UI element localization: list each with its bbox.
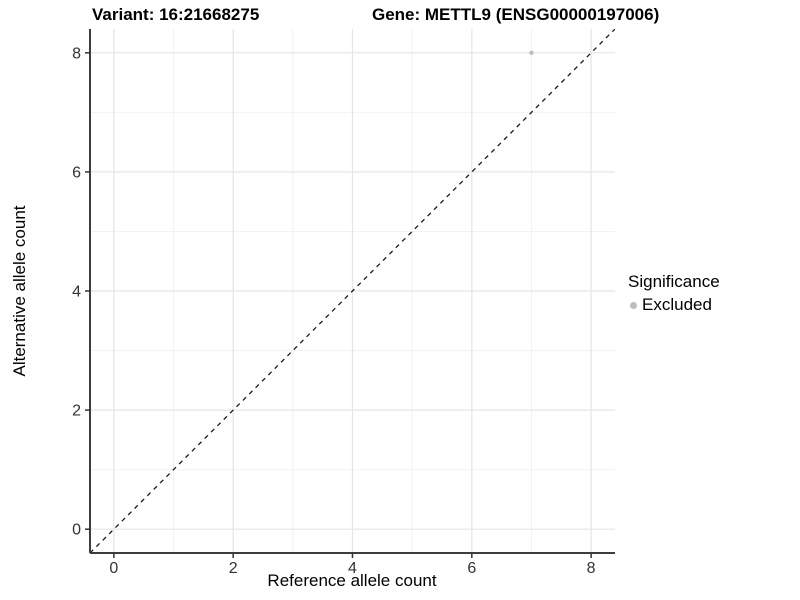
- x-tick-label: 2: [229, 560, 238, 577]
- y-tick-label: 4: [72, 284, 81, 301]
- y-tick-label: 6: [72, 164, 81, 181]
- x-tick-label: 4: [348, 560, 357, 577]
- legend-item-label: Excluded: [642, 295, 712, 314]
- y-tick-label: 2: [72, 403, 81, 420]
- plot-title-variant: Variant: 16:21668275: [92, 5, 260, 24]
- x-axis-title: Reference allele count: [267, 571, 437, 590]
- x-tick-label: 6: [467, 560, 476, 577]
- legend: Significance Excluded: [628, 272, 720, 315]
- y-axis-title: Alternative allele count: [10, 205, 29, 377]
- y-tick-label: 0: [72, 522, 81, 539]
- x-tick-label: 8: [587, 560, 596, 577]
- legend-title: Significance: [628, 272, 720, 291]
- x-tick-label: 0: [109, 560, 118, 577]
- legend-point-icon: [630, 301, 637, 309]
- legend-item-excluded: Excluded: [630, 295, 720, 315]
- y-tick-label: 8: [72, 45, 81, 62]
- plot-title-gene: Gene: METTL9 (ENSG00000197006): [372, 5, 660, 24]
- data-point: [529, 50, 534, 56]
- identity-line: [90, 29, 615, 553]
